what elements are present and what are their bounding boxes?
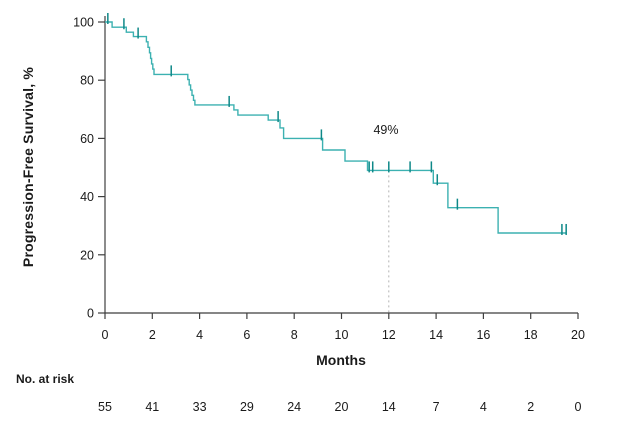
x-tick-label: 16 xyxy=(476,328,490,342)
survival-rate-annotation: 49% xyxy=(373,123,399,137)
number-at-risk-label: No. at risk xyxy=(16,372,75,386)
x-tick-label: 2 xyxy=(149,328,156,342)
x-tick-label: 10 xyxy=(335,328,349,342)
y-tick-label: 80 xyxy=(80,74,94,88)
risk-count: 14 xyxy=(382,400,396,414)
x-tick-label: 18 xyxy=(524,328,538,342)
risk-count: 55 xyxy=(98,400,112,414)
km-step-curve xyxy=(105,21,567,234)
x-tick-label: 0 xyxy=(102,328,109,342)
risk-count: 29 xyxy=(240,400,254,414)
y-tick-label: 0 xyxy=(87,307,94,321)
risk-count: 20 xyxy=(335,400,349,414)
risk-count: 33 xyxy=(193,400,207,414)
x-axis-title: Months xyxy=(316,352,366,368)
y-tick-label: 40 xyxy=(80,190,94,204)
x-tick-label: 8 xyxy=(291,328,298,342)
risk-count: 4 xyxy=(480,400,487,414)
x-tick-label: 20 xyxy=(571,328,585,342)
x-tick-label: 12 xyxy=(382,328,396,342)
x-tick-label: 6 xyxy=(243,328,250,342)
y-axis-title: Progression-Free Survival, % xyxy=(20,66,36,268)
risk-count: 41 xyxy=(145,400,159,414)
y-tick-label: 60 xyxy=(80,132,94,146)
y-tick-label: 100 xyxy=(73,16,94,30)
x-tick-label: 4 xyxy=(196,328,203,342)
x-tick-label: 14 xyxy=(429,328,443,342)
y-tick-label: 20 xyxy=(80,248,94,262)
risk-count: 2 xyxy=(527,400,534,414)
risk-count: 7 xyxy=(433,400,440,414)
risk-count: 0 xyxy=(575,400,582,414)
risk-count: 24 xyxy=(287,400,301,414)
